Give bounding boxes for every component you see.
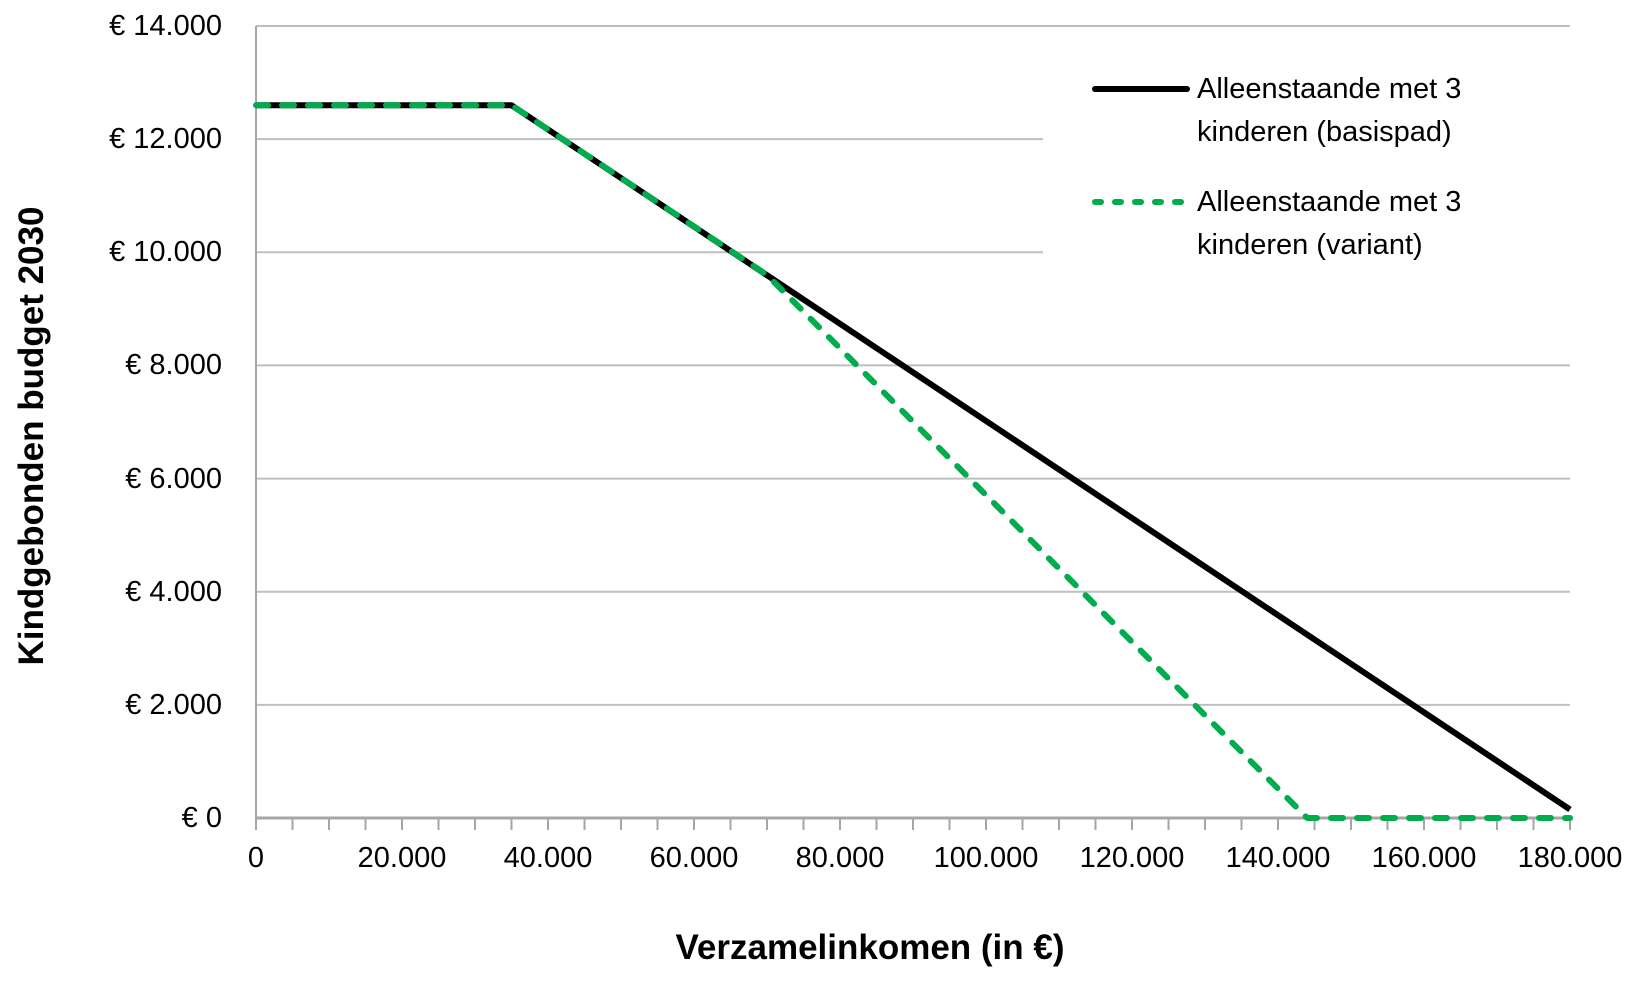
x-tick-label: 140.000 xyxy=(1225,842,1331,874)
x-tick-label: 40.000 xyxy=(503,842,593,874)
y-tick-label: € 14.000 xyxy=(109,10,222,42)
x-axis-title: Verzamelinkomen (in €) xyxy=(675,928,1065,967)
y-axis-title: Kindgebonden budget 2030 xyxy=(12,206,51,666)
legend-label-variant: Alleenstaande met 3 kinderen (variant) xyxy=(1197,186,1462,261)
y-tick-label: € 8.000 xyxy=(125,349,222,382)
legend-solid-line-icon xyxy=(1092,86,1190,92)
x-tick-label: 80.000 xyxy=(795,842,885,874)
y-tick-label: € 4.000 xyxy=(125,575,222,608)
legend-entry-variant: Alleenstaande met 3 kinderen (variant) xyxy=(1092,181,1570,267)
x-tick-label: 60.000 xyxy=(649,842,739,874)
x-tick-label: 180.000 xyxy=(1517,842,1623,874)
x-tick-label: 20.000 xyxy=(357,842,447,874)
x-tick-label: 0 xyxy=(247,842,265,874)
y-tick-label: € 10.000 xyxy=(109,236,222,269)
y-tick-label: € 6.000 xyxy=(125,462,222,495)
legend-entry-basispad: Alleenstaande met 3 kinderen (basispad) xyxy=(1092,68,1570,154)
legend: Alleenstaande met 3 kinderen (basispad) … xyxy=(1043,42,1570,286)
legend-label-basispad: Alleenstaande met 3 kinderen (basispad) xyxy=(1197,73,1462,148)
x-tick-label: 160.000 xyxy=(1371,842,1477,874)
legend-dashed-line-icon xyxy=(1092,199,1190,205)
x-tick-label: 100.000 xyxy=(933,842,1039,874)
x-tick-label: 120.000 xyxy=(1079,842,1185,874)
y-tick-label: € 0 xyxy=(181,802,222,834)
y-tick-label: € 12.000 xyxy=(109,123,222,156)
y-tick-label: € 2.000 xyxy=(125,688,222,721)
series-line-1 xyxy=(253,102,1573,821)
